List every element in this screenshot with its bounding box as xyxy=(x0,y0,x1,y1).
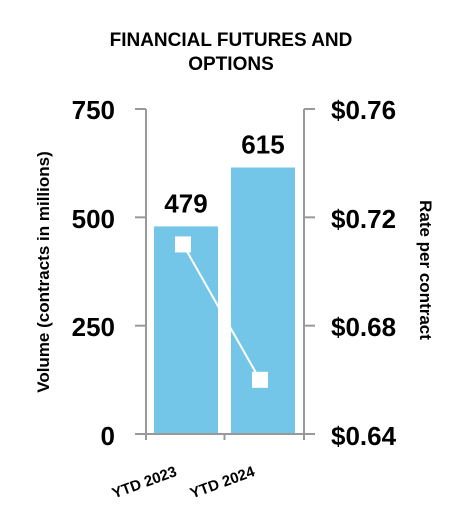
y2-axis-label: Rate per contract xyxy=(416,200,435,340)
bar xyxy=(154,226,218,434)
rate-point xyxy=(175,236,191,253)
y-tick-label: 750 xyxy=(72,95,115,125)
y2-tick-label: $0.68 xyxy=(331,312,396,342)
y-axis-label: Volume (contracts in millions) xyxy=(34,151,53,393)
y-tick-label: 250 xyxy=(72,312,115,342)
bar xyxy=(231,167,295,434)
bar-data-label: 615 xyxy=(241,130,284,160)
rate-line xyxy=(182,243,261,381)
chart-title-line2: OPTIONS xyxy=(188,54,274,75)
plot-layer xyxy=(135,108,315,440)
chart-title-line1: FINANCIAL FUTURES AND xyxy=(110,30,353,51)
y-tick-label: 0 xyxy=(101,421,115,451)
bar-data-label: 479 xyxy=(164,188,207,218)
y2-tick-label: $0.72 xyxy=(331,204,396,234)
rate-point xyxy=(252,371,268,388)
x-category-label: YTD 2023 xyxy=(110,463,179,502)
y2-tick-label: $0.76 xyxy=(331,95,396,125)
x-category-label: YTD 2024 xyxy=(188,463,258,502)
y2-tick-label: $0.64 xyxy=(331,421,397,451)
y-tick-label: 500 xyxy=(72,204,115,234)
